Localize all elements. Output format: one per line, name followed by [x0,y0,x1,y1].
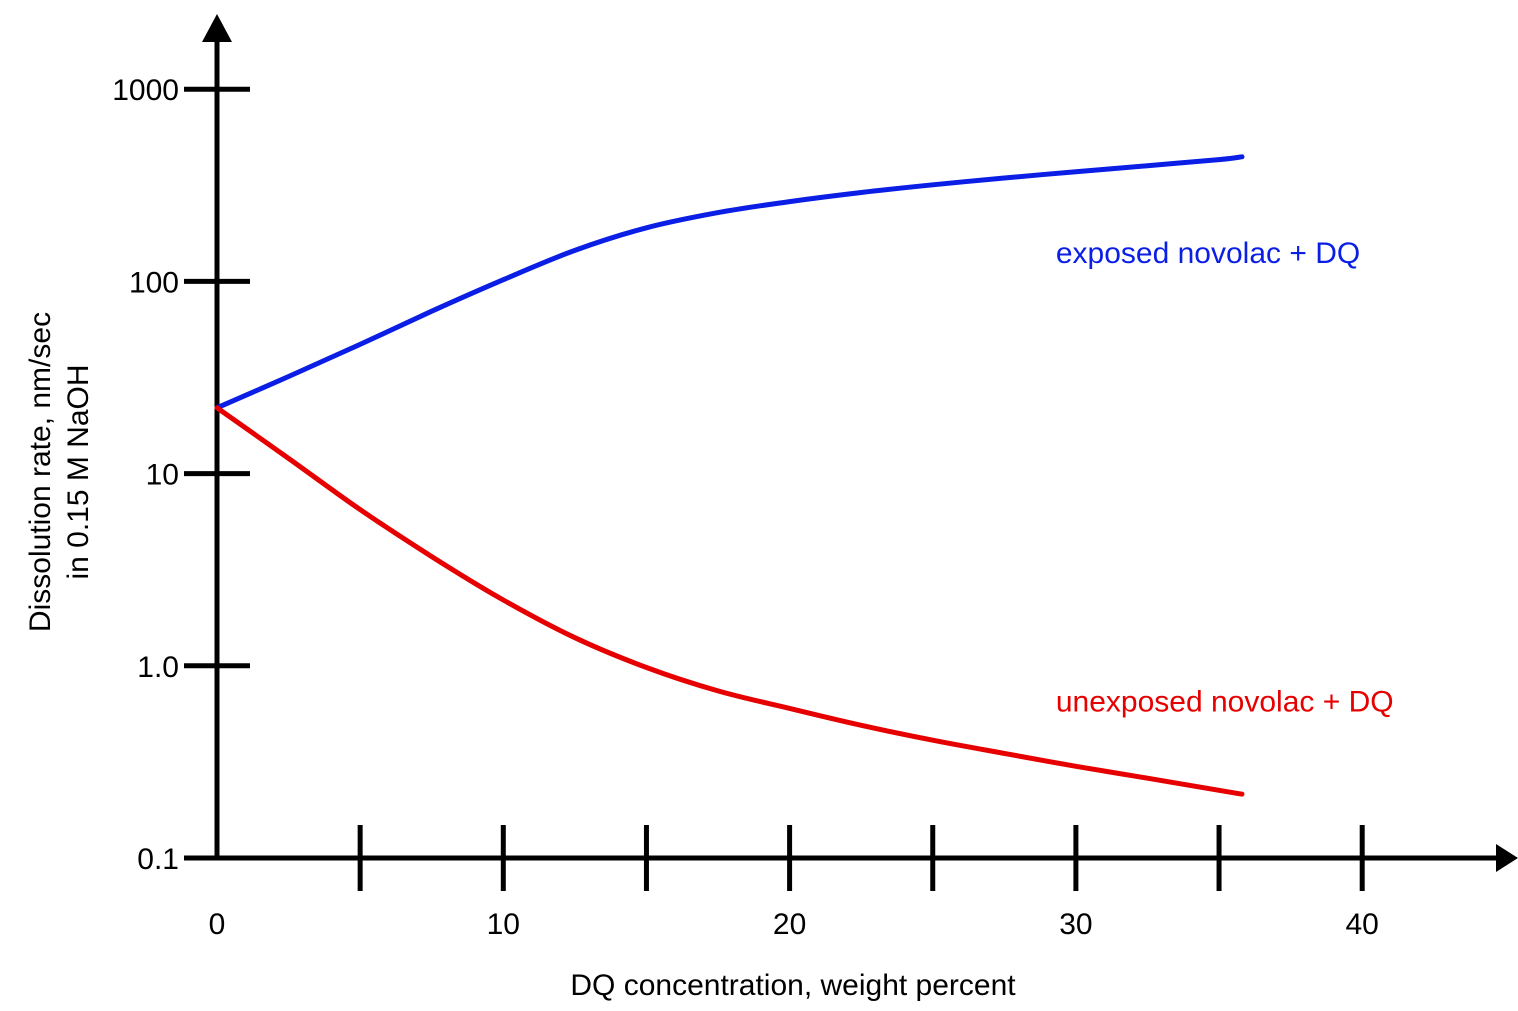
x-tick-label: 10 [487,908,520,941]
y-tick-label: 0.1 [137,843,179,876]
unexposed-series-line [214,405,1245,797]
axes [202,14,1518,872]
y-axis-arrow [202,14,232,42]
y-tick-label: 100 [129,266,179,299]
x-axis-arrow [1496,844,1518,872]
x-tick-label: 0 [209,908,226,941]
x-axis-label: DQ concentration, weight percent [570,969,1016,1002]
series-lines [214,154,1245,797]
y-axis-label: Dissolution rate, nm/sec in 0.15 M NaOH [24,312,95,632]
exposed-series-line [214,154,1245,411]
exposed-series-label: exposed novolac + DQ [1056,237,1360,270]
x-ticks: 0 10 20 30 40 [209,825,1379,941]
unexposed-series-label: unexposed novolac + DQ [1056,685,1394,718]
y-tick-label: 1000 [112,74,179,107]
x-tick-label: 30 [1059,908,1092,941]
y-ticks: 0.1 1.0 10 100 1000 [112,74,250,876]
series-labels: exposed novolac + DQ unexposed novolac + … [1056,237,1394,718]
x-tick-label: 40 [1346,908,1379,941]
y-axis-label-line-2: in 0.15 M NaOH [62,364,95,579]
x-tick-label: 20 [773,908,806,941]
y-axis-label-line-1: Dissolution rate, nm/sec [24,312,57,632]
y-tick-label: 10 [146,459,179,492]
y-tick-label: 1.0 [137,651,179,684]
